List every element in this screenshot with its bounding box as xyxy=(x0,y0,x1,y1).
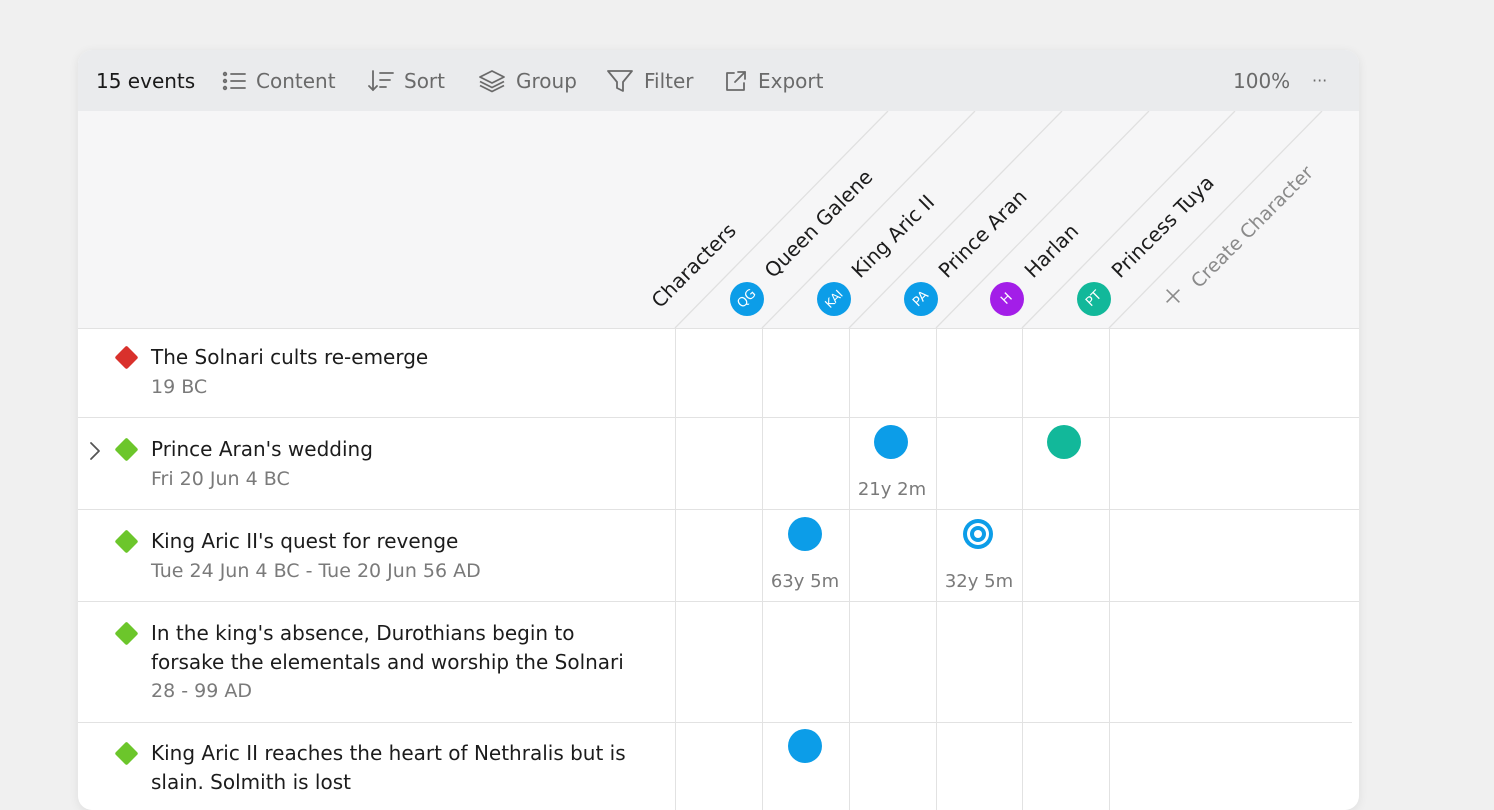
more-menu-button[interactable]: ··· xyxy=(1312,71,1328,90)
layers-icon xyxy=(479,69,505,92)
divider xyxy=(675,328,676,810)
divider xyxy=(1022,328,1023,810)
event-date: Fri 20 Jun 4 BC xyxy=(151,468,290,490)
export-button[interactable]: Export xyxy=(724,50,823,111)
plus-icon xyxy=(1166,289,1180,303)
content-label: Content xyxy=(256,68,336,93)
divider xyxy=(849,328,850,810)
event-title: In the king's absence, Durothians begin … xyxy=(151,621,575,645)
event-date: 28 - 99 AD xyxy=(151,680,252,702)
event-title: King Aric II's quest for revenge xyxy=(151,529,459,553)
character-name: Prince Aran xyxy=(934,184,1032,282)
divider xyxy=(78,417,1359,418)
group-button[interactable]: Group xyxy=(478,50,577,111)
column-princess-tuya[interactable]: PT Princess Tuya xyxy=(1077,170,1219,316)
characters-header-label: Characters xyxy=(647,218,741,312)
avatar xyxy=(990,282,1024,316)
column-queen-galene[interactable]: QG Queen Galene xyxy=(730,165,877,316)
milestone-diamond-icon xyxy=(114,437,139,462)
toolbar: 15 events Content Sort xyxy=(78,50,1359,112)
filter-icon xyxy=(607,69,633,92)
divider xyxy=(78,601,1359,602)
target-icon[interactable] xyxy=(961,517,995,551)
milestone-diamond-icon xyxy=(114,741,139,766)
avatar xyxy=(817,282,851,316)
event-title: The Solnari cults re-emerge xyxy=(151,345,429,369)
participation-dot[interactable] xyxy=(788,517,822,551)
sort-icon xyxy=(368,69,394,91)
event-date: Tue 24 Jun 4 BC - Tue 20 Jun 56 AD xyxy=(151,560,481,582)
milestone-diamond-icon xyxy=(114,621,139,646)
avatar xyxy=(1077,282,1111,316)
divider xyxy=(1109,328,1110,810)
avatar xyxy=(904,282,938,316)
event-title: slain. Solmith is lost xyxy=(151,770,351,794)
sort-label: Sort xyxy=(404,68,445,93)
timeline-window: 15 events Content Sort xyxy=(78,50,1359,810)
group-label: Group xyxy=(516,68,577,93)
column-header: Characters QG Queen Galene KAI King Aric… xyxy=(78,111,1359,328)
column-header-graphics: Characters QG Queen Galene KAI King Aric… xyxy=(647,111,1323,328)
participation-dot[interactable] xyxy=(788,729,822,763)
milestone-diamond-icon xyxy=(114,345,139,370)
filter-label: Filter xyxy=(644,68,694,93)
participation-dot[interactable] xyxy=(1047,425,1081,459)
divider xyxy=(936,328,937,810)
content-button[interactable]: Content xyxy=(222,50,336,111)
zoom-level[interactable]: 100% xyxy=(1233,68,1291,93)
event-title: Prince Aran's wedding xyxy=(151,437,373,461)
export-label: Export xyxy=(758,68,824,93)
character-name: Harlan xyxy=(1020,219,1084,283)
character-name: King Aric II xyxy=(847,190,940,283)
avatar xyxy=(730,282,764,316)
duration-label: 21y 2m xyxy=(857,479,927,500)
divider xyxy=(78,509,1359,510)
divider xyxy=(78,722,1352,723)
event-title: forsake the elementals and worship the S… xyxy=(151,650,624,674)
divider xyxy=(78,328,1359,329)
create-character-button[interactable]: Create Character xyxy=(1160,162,1318,309)
external-link-icon xyxy=(726,70,746,91)
divider xyxy=(762,328,763,810)
column-harlan[interactable]: H Harlan xyxy=(990,219,1083,316)
participation-dot[interactable] xyxy=(874,425,908,459)
event-title: King Aric II reaches the heart of Nethra… xyxy=(151,741,626,765)
list-icon xyxy=(222,71,246,90)
chevron-right-icon[interactable] xyxy=(88,440,102,462)
sort-button[interactable]: Sort xyxy=(368,50,445,111)
filter-button[interactable]: Filter xyxy=(606,50,694,111)
milestone-diamond-icon xyxy=(114,529,139,554)
event-count: 15 events xyxy=(96,68,196,93)
event-date: 19 BC xyxy=(151,376,208,398)
duration-label: 63y 5m xyxy=(770,571,840,592)
duration-label: 32y 5m xyxy=(944,571,1014,592)
